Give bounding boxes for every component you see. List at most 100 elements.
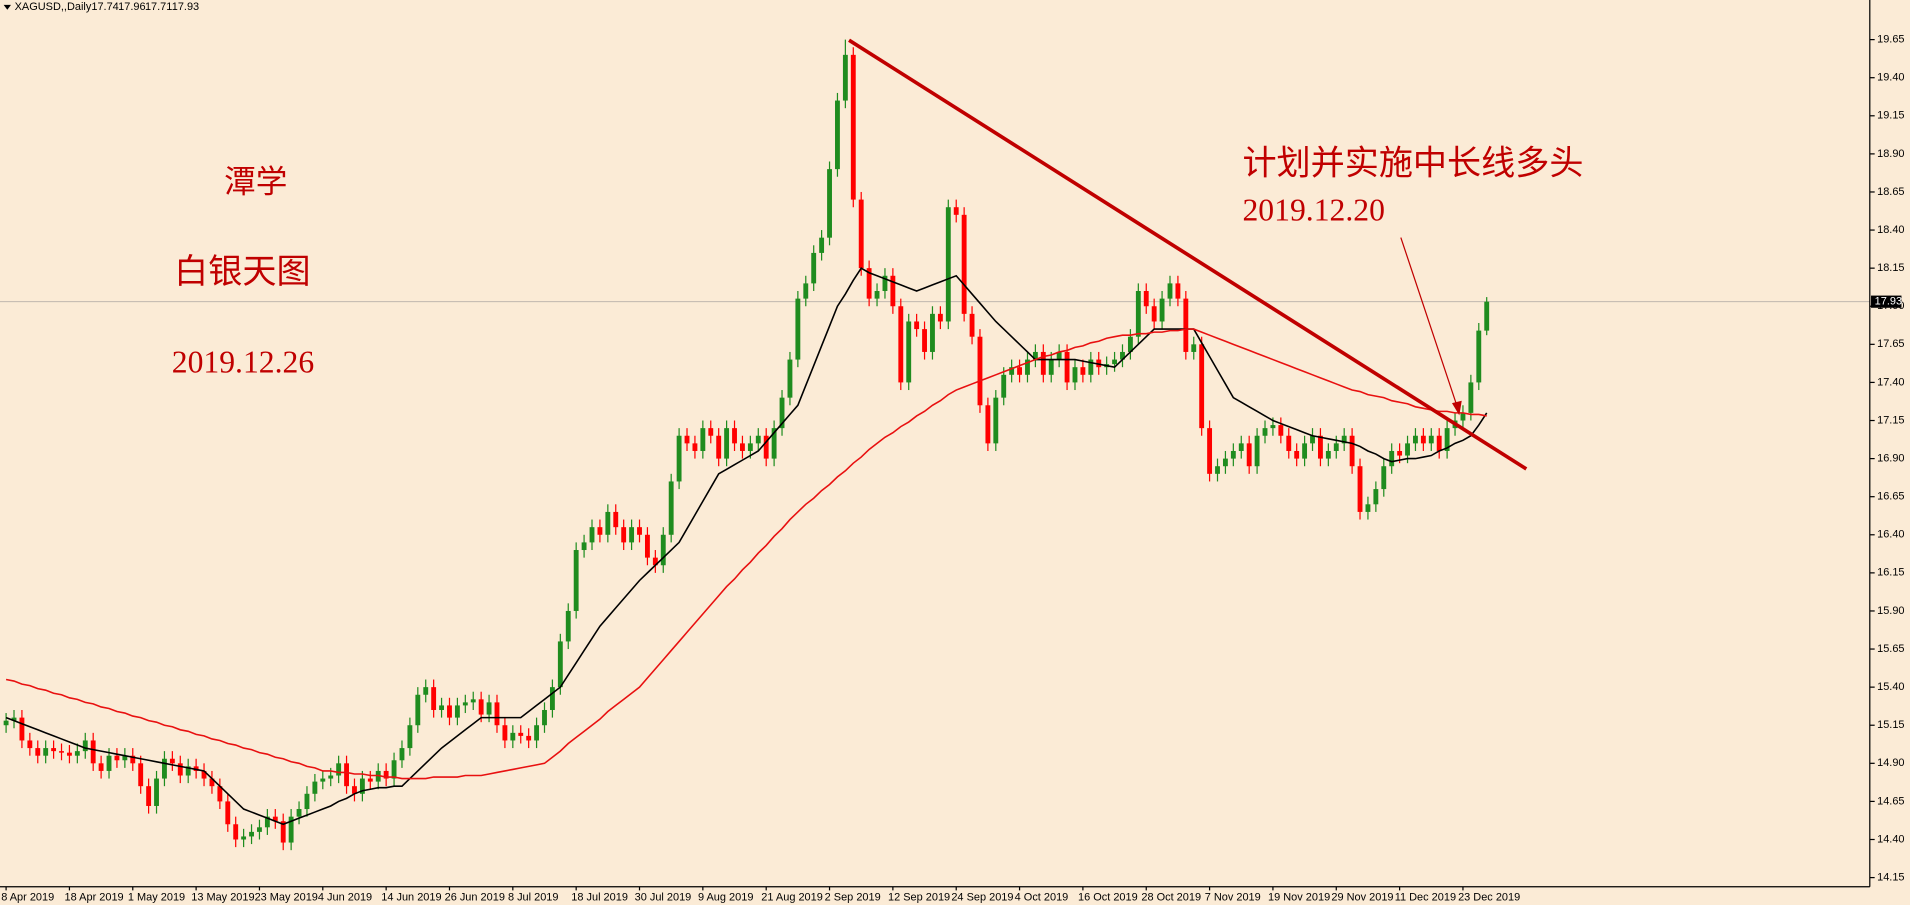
candle-body xyxy=(399,748,405,761)
candle-body xyxy=(1460,412,1466,421)
menu-icon xyxy=(3,4,11,10)
candle-body xyxy=(90,740,96,764)
candle-body xyxy=(803,283,809,299)
y-tick-label: 16.90 xyxy=(1877,452,1904,464)
candle-body xyxy=(1397,450,1403,456)
candle-body xyxy=(573,550,579,611)
candle-body xyxy=(320,778,326,782)
y-tick-label: 15.40 xyxy=(1877,681,1904,693)
candle-body xyxy=(272,816,278,822)
y-tick-label: 16.15 xyxy=(1877,567,1904,579)
x-tick-label: 23 Dec 2019 xyxy=(1458,892,1520,904)
annotation: 计划并实施中长线多头 xyxy=(1242,145,1583,183)
candle-body xyxy=(122,755,128,761)
candle-body xyxy=(795,298,801,360)
candle-body xyxy=(930,313,935,352)
candle-body xyxy=(914,321,920,330)
candle-body xyxy=(344,763,349,787)
candle-body xyxy=(185,766,191,776)
candle-body xyxy=(1310,435,1315,444)
candle-body xyxy=(557,641,563,688)
x-tick-label: 16 Oct 2019 xyxy=(1078,892,1138,904)
candle-body xyxy=(1199,344,1205,429)
x-tick-label: 21 Aug 2019 xyxy=(761,892,823,904)
x-tick-label: 4 Oct 2019 xyxy=(1015,892,1069,904)
header-open: 17.74 xyxy=(91,1,118,13)
candle-body xyxy=(225,801,231,825)
candle-body xyxy=(945,207,951,322)
y-tick-label: 15.15 xyxy=(1877,719,1904,731)
candle-body xyxy=(1420,435,1426,444)
candle-body xyxy=(1025,359,1030,375)
candle-body xyxy=(1183,298,1189,352)
candle-body xyxy=(1088,359,1094,375)
y-tick-label: 19.40 xyxy=(1877,72,1904,84)
candle-body xyxy=(549,687,555,710)
x-tick-label: 2 Sep 2019 xyxy=(825,892,881,904)
candle-body xyxy=(502,725,508,741)
candle-body xyxy=(201,770,207,779)
candle-body xyxy=(882,275,888,292)
candle-body xyxy=(692,443,698,451)
candle-body xyxy=(534,725,540,741)
x-tick-label: 11 Dec 2019 xyxy=(1395,892,1456,904)
candle-body xyxy=(1222,458,1228,467)
candle-body xyxy=(66,752,72,756)
candle-body xyxy=(1444,428,1450,451)
arrow-line xyxy=(1400,237,1459,410)
candle-body xyxy=(1325,450,1331,459)
y-tick-label: 16.65 xyxy=(1877,491,1904,503)
candle-body xyxy=(209,778,215,787)
x-tick-label: 28 Oct 2019 xyxy=(1141,892,1201,904)
x-tick-label: 7 Nov 2019 xyxy=(1205,892,1261,904)
y-tick-label: 19.15 xyxy=(1877,110,1904,122)
candle-body xyxy=(1017,367,1022,375)
x-tick-label: 19 Nov 2019 xyxy=(1268,892,1330,904)
y-tick-label: 18.90 xyxy=(1877,148,1904,160)
candle-body xyxy=(233,824,239,840)
candle-body xyxy=(1413,435,1418,444)
candle-body xyxy=(288,816,294,843)
y-tick-label: 16.40 xyxy=(1877,529,1904,541)
candle-body xyxy=(755,435,761,444)
candle-body xyxy=(518,732,524,736)
candle-body xyxy=(621,527,627,543)
candle-body xyxy=(27,740,33,749)
candle-body xyxy=(1349,435,1355,467)
candle-body xyxy=(1357,466,1363,512)
candle-body xyxy=(732,428,737,444)
moving-average-line xyxy=(5,267,1488,826)
candle-body xyxy=(98,763,104,771)
candle-body xyxy=(1262,428,1268,436)
candle-body xyxy=(1468,382,1474,413)
x-tick-label: 9 Aug 2019 xyxy=(698,892,753,904)
y-tick-label: 14.90 xyxy=(1877,757,1904,769)
candle-body xyxy=(637,527,642,535)
candle-body xyxy=(11,717,17,721)
candle-body xyxy=(352,786,357,794)
candle-body xyxy=(771,428,777,459)
candle-body xyxy=(423,687,429,695)
candle-body xyxy=(922,329,927,352)
y-tick-label: 14.15 xyxy=(1877,871,1904,883)
x-tick-label: 18 Jul 2019 xyxy=(571,892,628,904)
candle-body xyxy=(249,831,254,837)
plot-area xyxy=(0,39,1870,851)
x-tick-label: 4 Jun 2019 xyxy=(318,892,372,904)
candle-body xyxy=(1278,425,1284,436)
candle-body xyxy=(241,836,247,840)
x-tick-label: 29 Nov 2019 xyxy=(1331,892,1393,904)
annotation: 白银天图 xyxy=(174,253,310,291)
candle-body xyxy=(700,428,706,451)
candle-body xyxy=(359,778,365,794)
current-price-label: 17.93 xyxy=(1875,296,1902,308)
candle-body xyxy=(969,313,975,337)
y-tick-label: 14.40 xyxy=(1877,833,1904,845)
candle-body xyxy=(74,751,80,756)
candle-body xyxy=(1056,351,1062,360)
candle-body xyxy=(937,313,943,322)
candle-body xyxy=(644,534,650,558)
